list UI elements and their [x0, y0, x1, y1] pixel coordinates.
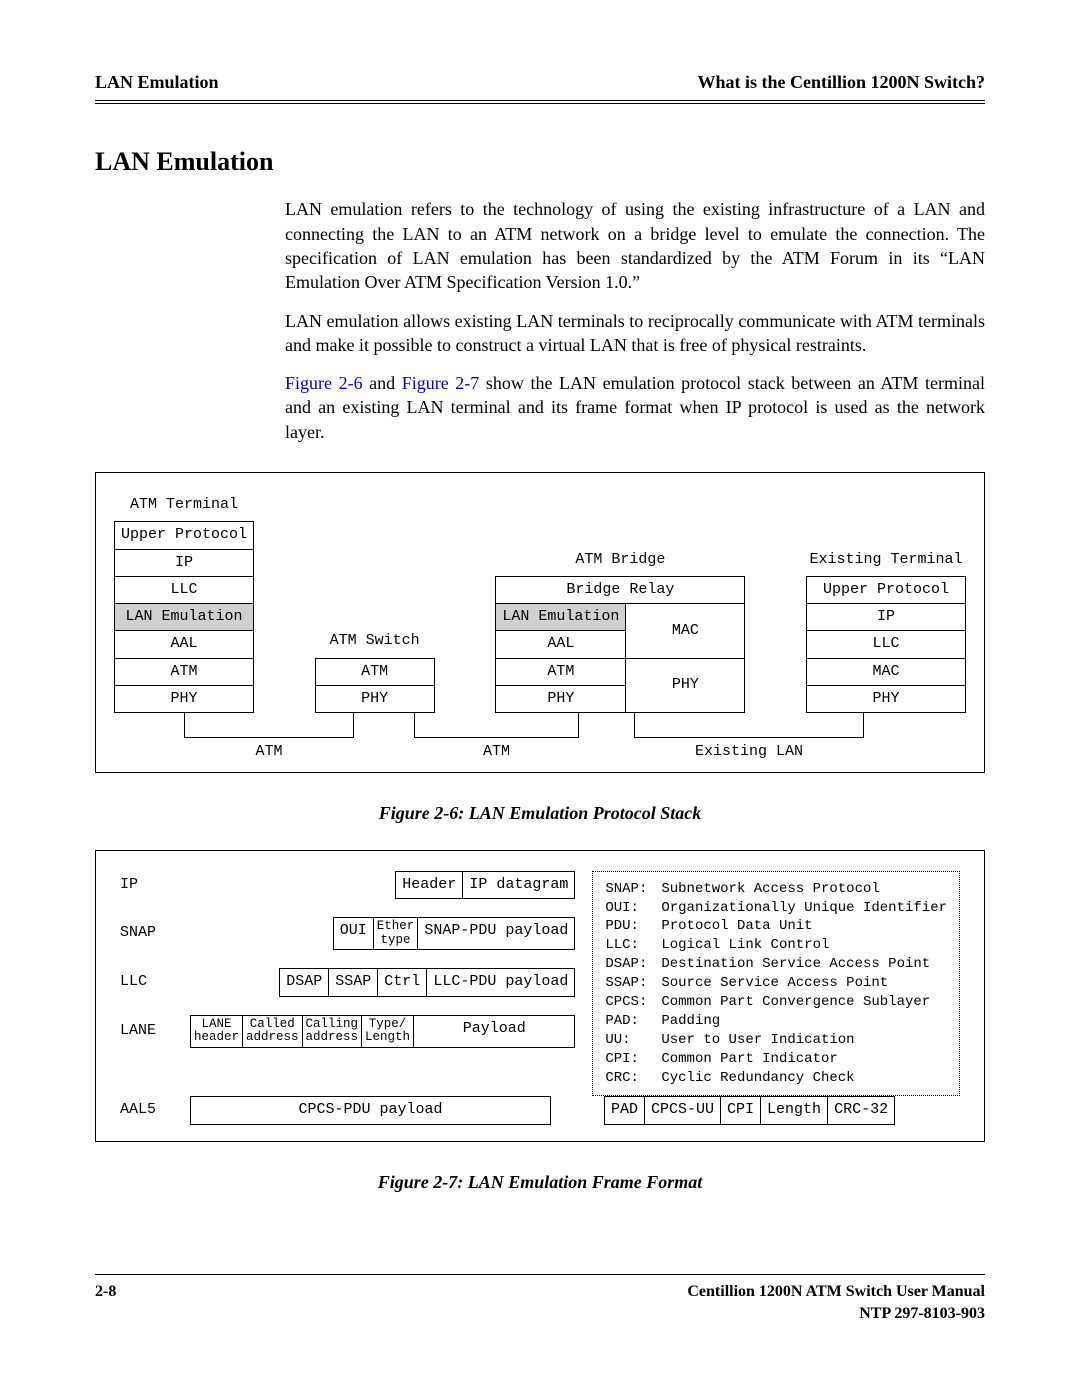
lg-k0: SNAP:	[605, 880, 661, 899]
f27-r2-c1: SSAP	[328, 968, 378, 996]
lg-v0: Subnetwork Access Protocol	[661, 880, 879, 899]
col3-right-1: PHY	[625, 658, 745, 714]
lg-v6: Common Part Convergence Sublayer	[661, 993, 930, 1012]
f27-r4-label: AAL5	[120, 1100, 172, 1120]
header-right: What is the Centillion 1200N Switch?	[697, 70, 985, 94]
lg-k5: SSAP:	[605, 974, 661, 993]
col1-l3: LAN Emulation	[114, 603, 254, 631]
footer-line2: NTP 297-8103-903	[687, 1303, 985, 1325]
lg-k8: UU:	[605, 1031, 661, 1050]
lg-v5: Source Service Access Point	[661, 974, 888, 993]
f27-r3-c3: Type/ Length	[361, 1015, 414, 1049]
f27-r3-c2: Calling address	[302, 1015, 363, 1049]
col3-right-0: MAC	[625, 603, 745, 659]
col3-left-0: LAN Emulation	[495, 603, 626, 631]
f27-r1-label: SNAP	[120, 923, 172, 943]
f27-aal5-r1: CPCS-UU	[644, 1096, 721, 1124]
lg-k7: PAD:	[605, 1012, 661, 1031]
f27-r0-c1: IP datagram	[462, 871, 575, 899]
col3-sub: Bridge Relay	[495, 576, 745, 604]
col1-l2: LLC	[114, 576, 254, 604]
lg-k1: OUI:	[605, 899, 661, 918]
col4-l2: LLC	[806, 630, 966, 658]
col1-l4: AAL	[114, 630, 254, 658]
conn-label-0: ATM	[184, 742, 354, 762]
header-left: LAN Emulation	[95, 70, 219, 94]
lg-k10: CRC:	[605, 1069, 661, 1088]
conn-label-2: Existing LAN	[634, 742, 864, 762]
lg-v10: Cyclic Redundancy Check	[661, 1069, 854, 1088]
col2-l0: ATM	[315, 658, 435, 686]
f27-r4-c0: CPCS-PDU payload	[190, 1096, 551, 1124]
lg-v2: Protocol Data Unit	[661, 917, 812, 936]
footer-rule	[95, 1274, 985, 1275]
col3-title: ATM Bridge	[495, 550, 745, 570]
lg-k6: CPCS:	[605, 993, 661, 1012]
f27-r2-c0: DSAP	[279, 968, 329, 996]
col2-title: ATM Switch	[315, 631, 435, 651]
lg-k9: CPI:	[605, 1050, 661, 1069]
f27-r3-c4: Payload	[413, 1015, 575, 1049]
col1-l1: IP	[114, 549, 254, 577]
col3-left-3: PHY	[495, 685, 626, 713]
figure-link-26[interactable]: Figure 2-6	[285, 373, 363, 393]
f27-r0-c0: Header	[395, 871, 463, 899]
f27-legend: SNAP:Subnetwork Access Protocol OUI:Orga…	[592, 871, 960, 1097]
f27-r3-c1: Called address	[242, 1015, 303, 1049]
f27-r2-c2: Ctrl	[377, 968, 427, 996]
col1-title: ATM Terminal	[114, 495, 254, 515]
lg-k2: PDU:	[605, 917, 661, 936]
f27-r1-c0: OUI	[333, 917, 374, 951]
paragraph-2: LAN emulation allows existing LAN termin…	[285, 309, 985, 358]
lg-v4: Destination Service Access Point	[661, 955, 930, 974]
f27-r2-c3: LLC-PDU payload	[426, 968, 575, 996]
f27-r3-c0: LANE header	[190, 1015, 243, 1049]
f27-r1-c1: Ether type	[373, 917, 419, 951]
f27-r2-label: LLC	[120, 972, 172, 992]
figure-2-7: IP Header IP datagram SNAP OUI Ether typ…	[95, 850, 985, 1142]
lg-v3: Logical Link Control	[661, 936, 829, 955]
col2-l1: PHY	[315, 685, 435, 713]
f27-r3-label: LANE	[120, 1021, 172, 1041]
paragraph-1: LAN emulation refers to the technology o…	[285, 197, 985, 294]
col4-l0: Upper Protocol	[806, 576, 966, 604]
footer-line1: Centillion 1200N ATM Switch User Manual	[687, 1281, 985, 1303]
figure-2-7-caption: Figure 2-7: LAN Emulation Frame Format	[95, 1170, 985, 1194]
header-rule	[95, 100, 985, 104]
lg-k4: DSAP:	[605, 955, 661, 974]
f27-r0-label: IP	[120, 875, 172, 895]
col1-l0: Upper Protocol	[114, 521, 254, 549]
conn-label-1: ATM	[414, 742, 579, 762]
col1-l6: PHY	[114, 685, 254, 713]
f27-r1-c2: SNAP-PDU payload	[417, 917, 575, 951]
col4-title: Existing Terminal	[806, 550, 966, 570]
figure-2-6: ATM Terminal Upper Protocol IP LLC LAN E…	[95, 472, 985, 773]
col4-l3: MAC	[806, 658, 966, 686]
f27-aal5-r3: Length	[760, 1096, 828, 1124]
f27-aal5-r0: PAD	[604, 1096, 645, 1124]
col4-l4: PHY	[806, 685, 966, 713]
lg-v7: Padding	[661, 1012, 720, 1031]
col3-left-1: AAL	[495, 630, 626, 658]
f27-aal5-r4: CRC-32	[827, 1096, 895, 1124]
col4-l1: IP	[806, 603, 966, 631]
lg-v9: Common Part Indicator	[661, 1050, 837, 1069]
col1-l5: ATM	[114, 658, 254, 686]
section-title: LAN Emulation	[95, 144, 985, 179]
figure-link-27[interactable]: Figure 2-7	[402, 373, 480, 393]
p3-text-b: and	[363, 373, 402, 393]
lg-v8: User to User Indication	[661, 1031, 854, 1050]
figure-2-6-caption: Figure 2-6: LAN Emulation Protocol Stack	[95, 801, 985, 825]
lg-v1: Organizationally Unique Identifier	[661, 899, 947, 918]
f27-aal5-r2: CPI	[720, 1096, 761, 1124]
lg-k3: LLC:	[605, 936, 661, 955]
footer-page: 2-8	[95, 1281, 116, 1324]
paragraph-3: Figure 2-6 and Figure 2-7 show the LAN e…	[285, 371, 985, 444]
col3-left-2: ATM	[495, 658, 626, 686]
